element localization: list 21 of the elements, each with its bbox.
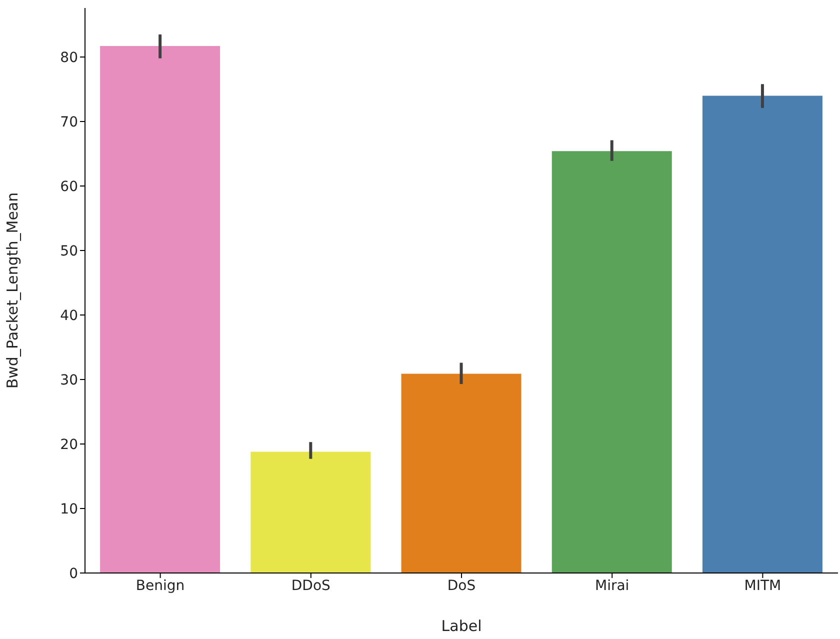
y-tick-label: 80 bbox=[60, 50, 78, 66]
y-tick-label: 40 bbox=[60, 308, 78, 324]
x-tick-label: Mirai bbox=[595, 578, 630, 594]
bar bbox=[552, 151, 672, 573]
y-tick-label: 10 bbox=[60, 501, 78, 518]
bar bbox=[250, 452, 371, 573]
bar bbox=[401, 374, 522, 573]
x-tick-label: DDoS bbox=[291, 578, 331, 594]
x-tick-label: DoS bbox=[447, 578, 476, 594]
y-tick-label: 50 bbox=[60, 243, 78, 260]
y-tick-label: 0 bbox=[69, 566, 78, 582]
x-axis-title: Label bbox=[441, 617, 482, 635]
y-tick-label: 30 bbox=[60, 372, 78, 388]
bar bbox=[100, 46, 220, 573]
x-tick-label: Benign bbox=[136, 578, 185, 594]
bar bbox=[702, 96, 822, 573]
y-tick-label: 20 bbox=[60, 436, 78, 453]
x-tick-label: MITM bbox=[744, 578, 782, 594]
y-tick-label: 60 bbox=[60, 178, 78, 195]
y-tick-label: 70 bbox=[60, 114, 78, 130]
y-axis-title: Bwd_Packet_Length_Mean bbox=[3, 192, 22, 389]
